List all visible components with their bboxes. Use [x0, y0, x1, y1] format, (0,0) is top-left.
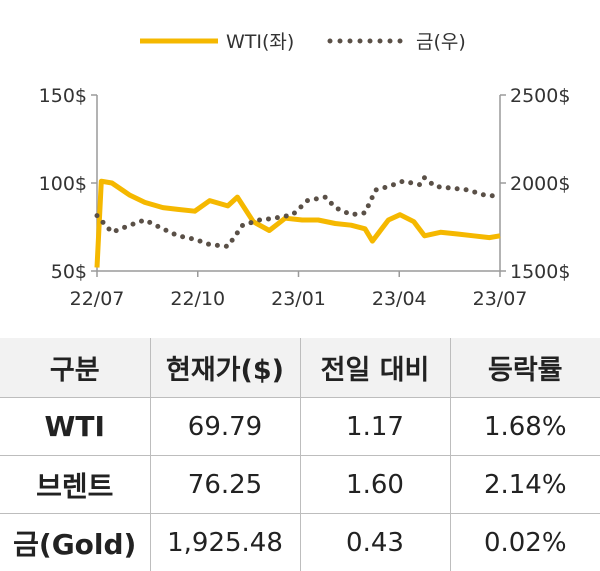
left-tick-label: 150$: [39, 85, 87, 107]
right-tick-label: 1500$: [510, 261, 570, 283]
header-change: 전일 대비: [300, 338, 450, 398]
rate-cell: 2.14%: [450, 456, 600, 514]
right-tick-label: 2500$: [510, 85, 570, 107]
row-label: 브렌트: [0, 456, 150, 514]
row-label: 금(Gold): [0, 514, 150, 571]
legend-label-gold: 금(우): [416, 31, 466, 53]
price-cell: 1,925.48: [150, 514, 300, 571]
change-cell: 1.17: [300, 398, 450, 456]
price-cell: 76.25: [150, 456, 300, 514]
left-tick-label: 100$: [39, 173, 87, 195]
x-tick-label: 23/04: [372, 288, 427, 310]
left-tick-label: 50$: [51, 261, 87, 283]
table-row: 금(Gold) 1,925.48 0.43 0.02%: [0, 514, 600, 571]
chart-svg: WTI(좌) 금(우) 50$ 100$ 150$ 1500$ 2000$ 2500$ 22/…: [0, 0, 600, 330]
chart: WTI(좌) 금(우) 50$ 100$ 150$ 1500$ 2000$ 2500$ 22/…: [0, 0, 600, 330]
legend-label-wti: WTI(좌): [226, 31, 294, 53]
change-cell: 1.60: [300, 456, 450, 514]
x-tick-label: 23/07: [473, 288, 528, 310]
price-cell: 69.79: [150, 398, 300, 456]
x-tick-label: 22/10: [170, 288, 225, 310]
rate-cell: 1.68%: [450, 398, 600, 456]
header-category: 구분: [0, 338, 150, 398]
table-row: WTI 69.79 1.17 1.68%: [0, 398, 600, 456]
x-tick-label: 22/07: [70, 288, 125, 310]
row-label: WTI: [0, 398, 150, 456]
header-rate: 등락률: [450, 338, 600, 398]
price-table: 구분 현재가($) 전일 대비 등락률 WTI 69.79 1.17 1.68%…: [0, 338, 600, 571]
x-tick-label: 23/01: [271, 288, 326, 310]
rate-cell: 0.02%: [450, 514, 600, 571]
table-header-row: 구분 현재가($) 전일 대비 등락률: [0, 338, 600, 398]
change-cell: 0.43: [300, 514, 450, 571]
table-row: 브렌트 76.25 1.60 2.14%: [0, 456, 600, 514]
right-tick-label: 2000$: [510, 173, 570, 195]
plot-area: [97, 178, 500, 268]
series-line-gold: [97, 178, 500, 247]
legend: WTI(좌) 금(우): [140, 31, 466, 53]
header-price: 현재가($): [150, 338, 300, 398]
